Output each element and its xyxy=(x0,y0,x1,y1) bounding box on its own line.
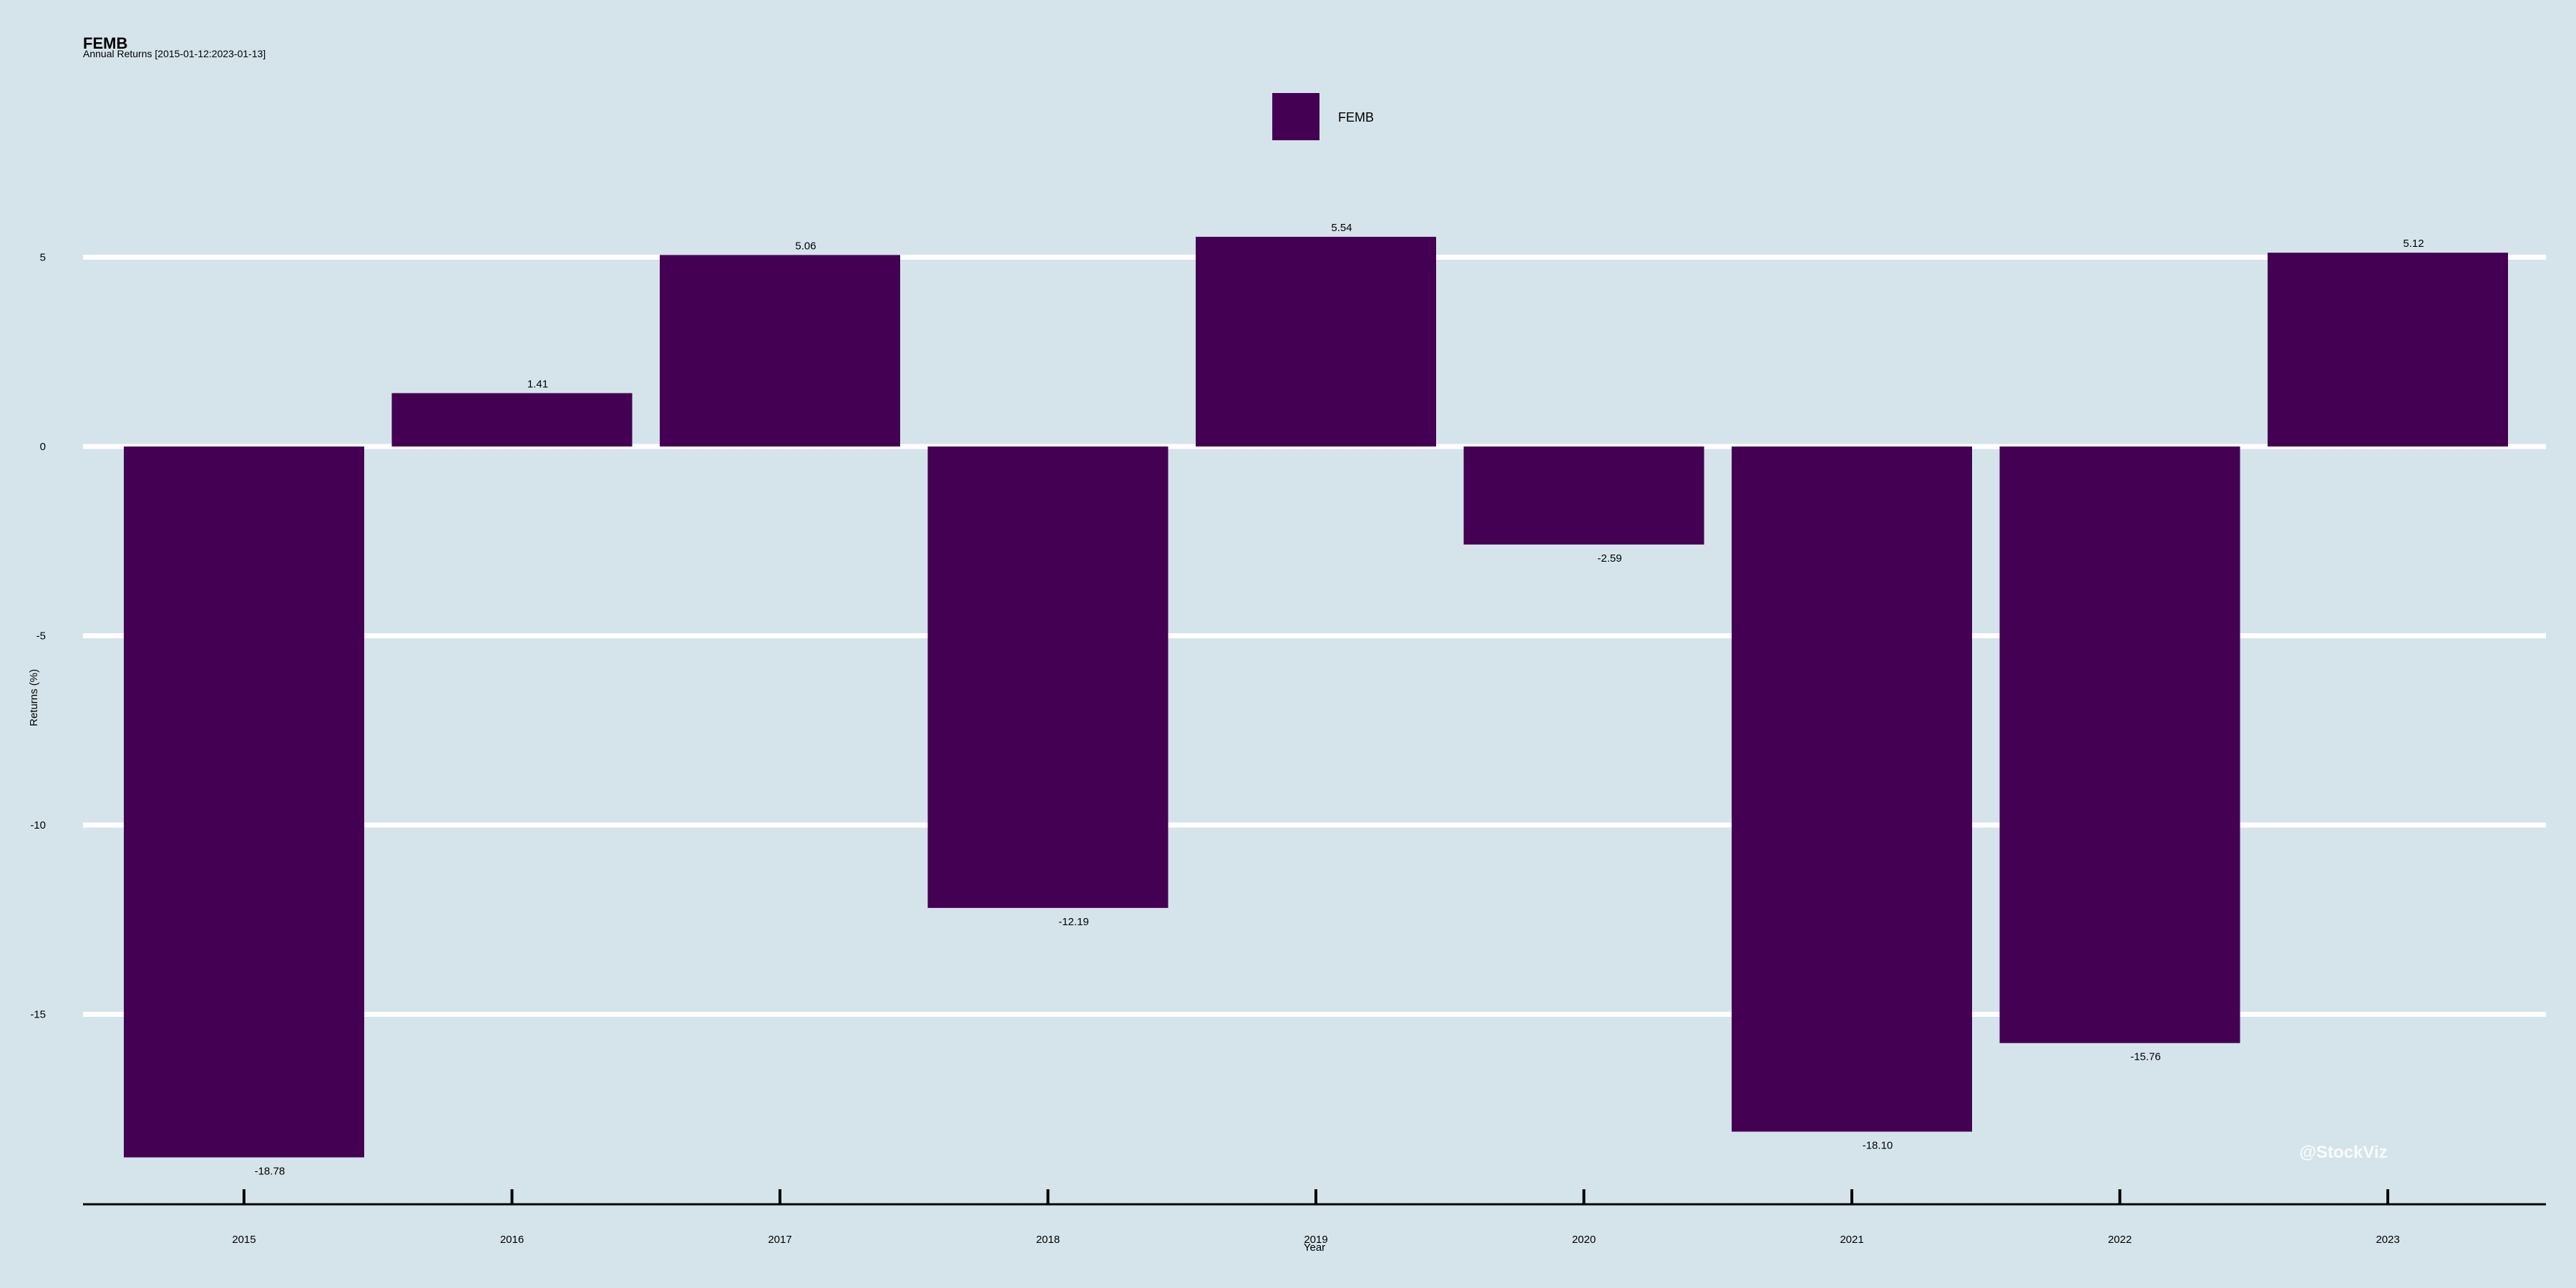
chart-title: FEMB xyxy=(83,34,127,52)
x-tick-label: 2022 xyxy=(2108,1234,2132,1246)
x-axis: 2015 2016 2017 2018 2019 2020 2021 2022 2023 xyxy=(83,1189,2546,1246)
data-label: 5.54 xyxy=(1331,222,1352,234)
bars xyxy=(124,236,2508,1158)
bar xyxy=(2268,253,2508,447)
x-tick-label: 2019 xyxy=(1304,1234,1327,1246)
bar xyxy=(660,255,900,447)
x-tick-label: 2016 xyxy=(500,1234,524,1246)
data-label: -12.19 xyxy=(1058,916,1089,928)
x-tick-label: 2021 xyxy=(1840,1234,1863,1246)
data-label: 5.12 xyxy=(2403,238,2424,250)
bar xyxy=(1463,447,1704,545)
data-label: -15.76 xyxy=(2130,1051,2161,1063)
chart-subtitle: Annual Returns [2015-01-12:2023-01-13] xyxy=(83,48,265,59)
x-tick-label: 2017 xyxy=(768,1234,791,1246)
legend: FEMB xyxy=(1272,93,1374,140)
data-label: 5.06 xyxy=(795,240,816,252)
data-label: -18.10 xyxy=(1863,1139,1893,1151)
data-labels: -18.78 1.41 5.06 -12.19 5.54 -2.59 -18.10 -15.7… xyxy=(255,222,2424,1178)
legend-swatch xyxy=(1272,93,1319,140)
x-tick-label: 2023 xyxy=(2376,1234,2399,1246)
x-tick-label: 2015 xyxy=(232,1234,255,1246)
data-label: -2.59 xyxy=(1597,552,1621,565)
y-tick-label: 5 xyxy=(40,252,46,264)
x-tick-label: 2018 xyxy=(1036,1234,1060,1246)
bar xyxy=(391,393,633,447)
legend-label: FEMB xyxy=(1338,110,1374,125)
data-label: 1.41 xyxy=(527,378,548,390)
y-tick-label: -5 xyxy=(36,630,46,643)
bar xyxy=(927,447,1169,908)
y-tick-label: -10 xyxy=(30,819,46,831)
bar xyxy=(1196,236,1436,447)
bar xyxy=(124,447,364,1158)
bar xyxy=(1999,447,2240,1043)
y-axis-ticks: 5 0 -5 -10 -15 xyxy=(30,252,46,1021)
x-axis-label: Year xyxy=(1304,1241,1325,1254)
watermark: @StockViz xyxy=(2300,1143,2388,1162)
data-label: -18.78 xyxy=(255,1165,286,1177)
y-axis-label: Returns (%) xyxy=(28,669,40,726)
y-tick-label: 0 xyxy=(40,441,46,453)
x-tick-label: 2020 xyxy=(1572,1234,1596,1246)
y-tick-label: -15 xyxy=(30,1009,46,1021)
bar xyxy=(1732,447,1972,1132)
